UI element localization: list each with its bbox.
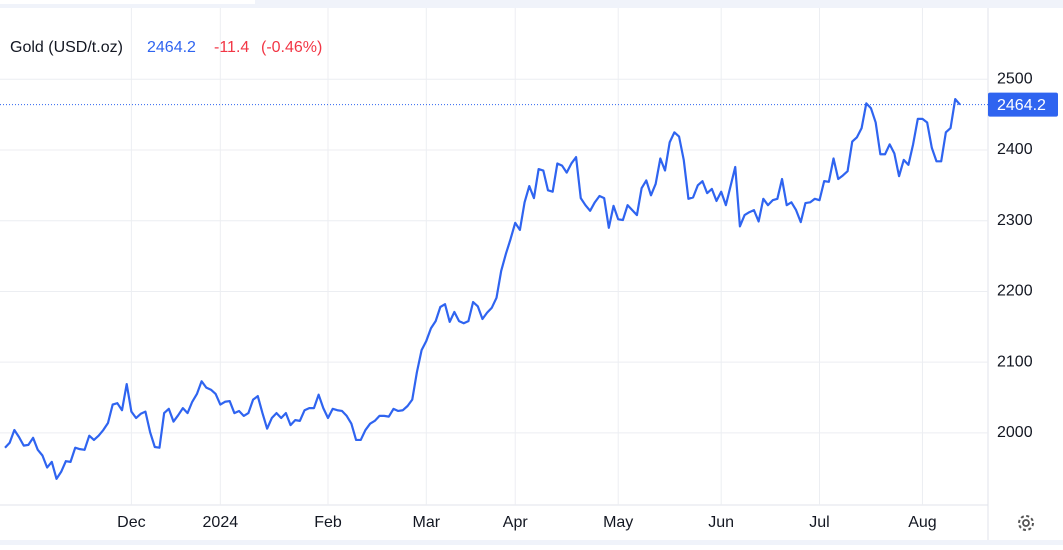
y-tick-label: 2300 — [997, 212, 1033, 229]
price-line — [4, 98, 961, 480]
top-tab — [0, 0, 255, 4]
price-change-percent: (-0.46%) — [261, 39, 322, 56]
x-tick-label: Jun — [708, 514, 734, 531]
last-price-tag — [988, 92, 1058, 117]
x-tick-label: Aug — [908, 514, 936, 531]
plot-area: 2000 2100 2200 2300 2400 2500 Dec 2024 Feb Mar Apr… — [0, 8, 1058, 531]
settings-icon[interactable] — [1018, 515, 1034, 531]
x-tick-label: Feb — [314, 514, 342, 531]
x-tick-label: Apr — [503, 514, 529, 531]
y-tick-label: 2500 — [997, 71, 1033, 88]
last-price: 2464.2 — [147, 39, 196, 56]
x-tick-label: May — [603, 514, 633, 531]
bottom-strip — [0, 540, 1063, 545]
last-price-tag-label: 2464.2 — [997, 97, 1046, 114]
y-tick-label: 2100 — [997, 353, 1033, 370]
x-tick-label: 2024 — [203, 514, 239, 531]
y-tick-label: 2400 — [997, 141, 1033, 158]
price-change: -11.4 — [214, 39, 249, 56]
y-tick-label: 2200 — [997, 283, 1033, 300]
x-tick-label: Dec — [117, 514, 145, 531]
chart-title: Gold (USD/t.oz) — [10, 39, 123, 56]
x-tick-label: Mar — [413, 514, 441, 531]
x-tick-label: Jul — [809, 514, 829, 531]
top-strip — [0, 0, 1063, 8]
y-tick-label: 2000 — [997, 424, 1033, 441]
